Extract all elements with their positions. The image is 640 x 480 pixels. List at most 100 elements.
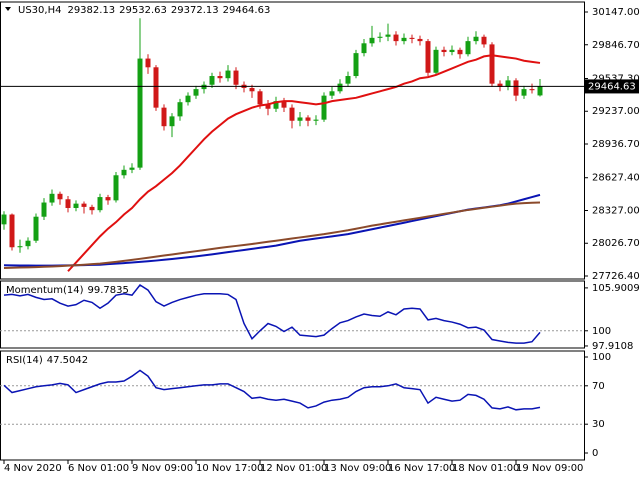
indicator-name: RSI(14)	[6, 355, 43, 366]
candle-body	[153, 67, 159, 108]
candle-body	[233, 70, 239, 85]
candle-body	[417, 38, 423, 42]
panel-frame	[0, 1, 585, 280]
open: 29382.13	[67, 5, 115, 16]
candle-body	[505, 80, 511, 87]
candle-body	[489, 44, 495, 84]
indicator-line	[3, 284, 541, 344]
candle-body	[129, 167, 135, 170]
candle-body	[361, 43, 367, 54]
candle-body	[41, 202, 47, 217]
candle-body	[369, 37, 375, 44]
candle-body	[409, 37, 415, 39]
indicator-line	[67, 54, 541, 272]
candle-body	[345, 76, 351, 84]
x-tick-label: 6 Nov 01:00	[68, 463, 129, 474]
symbol: US30,H4	[18, 5, 61, 16]
candle-body	[449, 49, 455, 53]
candle-body	[537, 86, 543, 96]
candle-body	[25, 240, 31, 247]
low: 29372.13	[171, 5, 219, 16]
candle-body	[201, 84, 207, 90]
indicator-line	[3, 201, 541, 269]
candle-body	[441, 49, 447, 53]
candle-body	[185, 95, 191, 103]
candle-body	[321, 95, 327, 120]
momentum-header: Momentum(14) 99.7835	[6, 285, 129, 296]
candle-body	[89, 206, 95, 211]
x-tick-label: 16 Nov 17:00	[388, 463, 455, 474]
price-label: 29464.63	[588, 81, 636, 92]
y-tick-label: 100	[592, 326, 611, 337]
y-tick-label: 30147.00	[592, 7, 640, 18]
candle-body	[265, 104, 271, 109]
candle-body	[281, 101, 287, 108]
candle-body	[73, 203, 79, 208]
y-tick-label: 0	[592, 448, 598, 459]
candle-body	[97, 197, 103, 211]
candle-body	[81, 203, 87, 207]
indicator-value: 47.5042	[47, 355, 88, 366]
candle-body	[433, 49, 439, 73]
candle-body	[329, 91, 335, 96]
candle-body	[225, 70, 231, 79]
candle-body	[297, 117, 303, 121]
y-tick-label: 28026.70	[592, 238, 640, 249]
menu-triangle	[5, 7, 11, 11]
x-tick-label: 13 Nov 09:00	[324, 463, 391, 474]
candle-body	[513, 80, 519, 96]
candle-body	[257, 91, 263, 105]
candle-body	[353, 53, 359, 77]
candle-body	[313, 119, 319, 121]
candle-body	[105, 197, 111, 201]
candle-body	[33, 216, 39, 241]
y-tick-label: 29537.30	[592, 73, 640, 84]
candle-body	[529, 89, 535, 91]
rsi-header: RSI(14) 47.5042	[6, 355, 88, 366]
x-tick-label: 4 Nov 2020	[4, 463, 62, 474]
candle-body	[1, 214, 7, 225]
y-tick-label: 28327.00	[592, 205, 640, 216]
indicator-name: Momentum(14)	[6, 285, 84, 296]
candle-body	[337, 83, 343, 92]
candle-body	[249, 88, 255, 92]
panel-frame	[0, 280, 585, 349]
price-label-box	[585, 79, 639, 94]
y-tick-label: 105.9009	[592, 283, 640, 294]
x-tick-label: 10 Nov 17:00	[196, 463, 263, 474]
candle-body	[161, 107, 167, 127]
candle-body	[457, 49, 463, 55]
candle-body	[113, 175, 119, 201]
candle-body	[521, 89, 527, 96]
candle-body	[425, 41, 431, 73]
candle-body	[465, 41, 471, 55]
y-tick-label: 27726.40	[592, 271, 640, 282]
chart-header: US30,H4 29382.13 29532.63 29372.13 29464.63	[18, 5, 270, 16]
candle-body	[177, 102, 183, 117]
y-tick-label: 100	[592, 352, 611, 363]
candle-body	[49, 193, 55, 203]
x-tick-label: 18 Nov 01:00	[452, 463, 519, 474]
candle-body	[17, 246, 23, 248]
candle-body	[169, 116, 175, 127]
y-tick-label: 29846.70	[592, 40, 640, 51]
candle-body	[289, 107, 295, 121]
x-tick-label: 9 Nov 09:00	[132, 463, 193, 474]
panel-frame	[0, 350, 585, 461]
y-tick-label: 97.9108	[592, 341, 633, 352]
y-tick-label: 29237.00	[592, 106, 640, 117]
candle-body	[9, 214, 15, 248]
y-tick-label: 70	[592, 381, 605, 392]
indicator-value: 99.7835	[88, 285, 129, 296]
candle-body	[497, 83, 503, 87]
y-tick-label: 28627.40	[592, 173, 640, 184]
x-tick-label: 19 Nov 09:00	[516, 463, 583, 474]
candle-body	[209, 76, 215, 85]
candle-body	[393, 34, 399, 42]
candle-body	[473, 36, 479, 42]
candle-body	[65, 199, 71, 208]
candle-body	[57, 193, 63, 200]
candle-body	[401, 37, 407, 42]
